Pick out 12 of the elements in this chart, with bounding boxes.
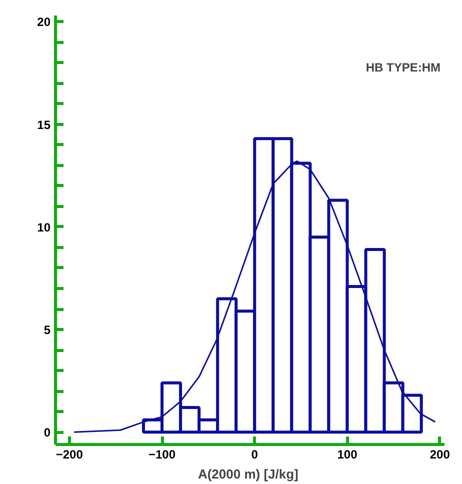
annotation: HB TYPE:HM [366, 60, 441, 74]
y-tick-label: 5 [44, 323, 51, 338]
x-tick-label: 100 [337, 448, 358, 462]
y-tick-label: 20 [37, 15, 51, 30]
x-tick-label: 200 [430, 448, 450, 462]
x-tick-label: 0 [251, 448, 258, 462]
y-tick-label: 0 [44, 426, 51, 440]
y-tick-label: 15 [37, 118, 51, 132]
y-tick-label: 10 [37, 220, 51, 234]
x-tick-label: −100 [148, 448, 176, 462]
x-axis-title: A(2000 m) [J/kg] [198, 466, 298, 482]
x-tick-label: −200 [56, 448, 84, 462]
